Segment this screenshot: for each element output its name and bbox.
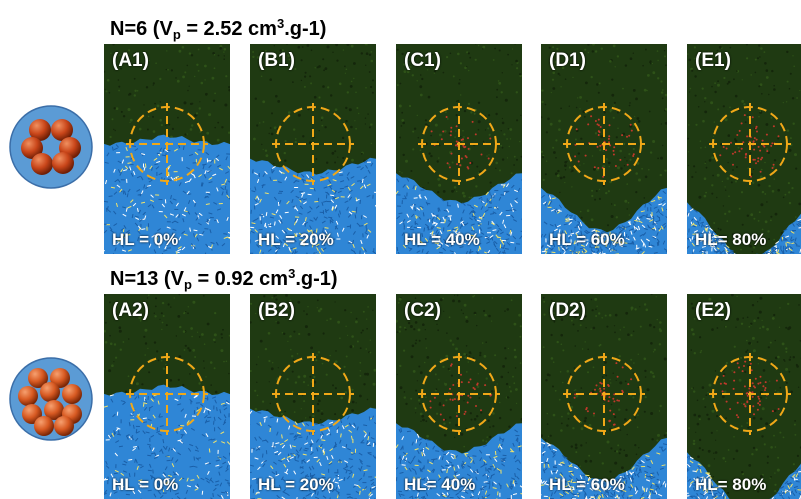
panel-d1: (D1) HL = 60% <box>541 44 667 254</box>
simulation-snapshot <box>396 44 522 254</box>
cluster-13-icon <box>8 356 94 447</box>
panel-label: (B2) <box>258 300 295 321</box>
hl-label: HL= 80% <box>695 475 767 494</box>
hl-label: HL = 0% <box>112 475 179 494</box>
panel-a2: (A2) HL = 0% <box>104 294 230 499</box>
simulation-snapshot <box>104 44 230 254</box>
simulation-snapshot <box>687 294 801 499</box>
simulation-snapshot <box>396 294 522 499</box>
panel-a1: (A1) HL = 0% <box>104 44 230 254</box>
panel-b1: (B1) HL = 20% <box>250 44 376 254</box>
panel-label: (E1) <box>695 50 731 71</box>
cluster-6-icon <box>8 104 94 195</box>
hl-label: HL = 60% <box>549 475 625 494</box>
hl-label: HL = 20% <box>258 230 334 249</box>
simulation-snapshot <box>104 294 230 499</box>
panel-c2: (C2) HL= 40% <box>396 294 522 499</box>
simulation-snapshot <box>250 44 376 254</box>
panel-label: (C2) <box>404 300 441 321</box>
hl-label: HL= 80% <box>695 230 767 249</box>
row2-title: N=13 (Vp = 0.92 cm3.g-1) <box>110 266 338 292</box>
simulation-snapshot <box>687 44 801 254</box>
row1-title: N=6 (Vp = 2.52 cm3.g-1) <box>110 16 327 42</box>
panel-e1: (E1) HL= 80% <box>687 44 801 254</box>
panel-d2: (D2) HL = 60% <box>541 294 667 499</box>
panel-label: (A2) <box>112 300 149 321</box>
panel-c1: (C1) HL = 40% <box>396 44 522 254</box>
panel-label: (B1) <box>258 50 295 71</box>
panel-label: (A1) <box>112 50 149 71</box>
simulation-snapshot <box>250 294 376 499</box>
hl-label: HL = 0% <box>112 230 179 249</box>
panel-label: (E2) <box>695 300 731 321</box>
panel-label: (D1) <box>549 50 586 71</box>
panel-label: (C1) <box>404 50 441 71</box>
hl-label: HL= 40% <box>404 475 476 494</box>
simulation-snapshot <box>541 44 667 254</box>
hl-label: HL = 40% <box>404 230 480 249</box>
panel-label: (D2) <box>549 300 586 321</box>
simulation-snapshot <box>541 294 667 499</box>
panel-e2: (E2) HL= 80% <box>687 294 801 499</box>
panel-b2: (B2) HL = 20% <box>250 294 376 499</box>
hl-label: HL = 60% <box>549 230 625 249</box>
hl-label: HL = 20% <box>258 475 334 494</box>
